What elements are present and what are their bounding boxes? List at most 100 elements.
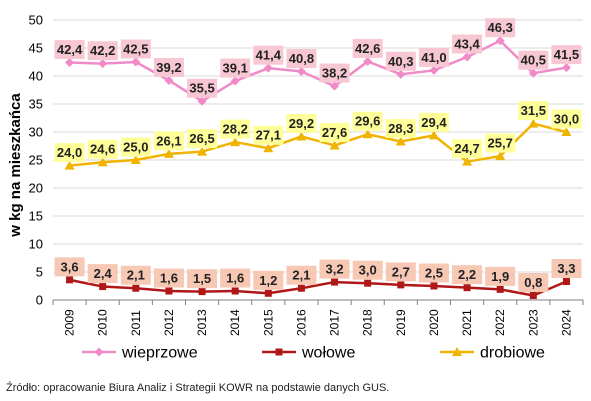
- data-point: [97, 157, 108, 167]
- data-label: 2,1: [292, 268, 310, 283]
- data-label: 3,6: [61, 259, 79, 274]
- data-point: [330, 81, 340, 91]
- axes: 0 5 10 15 20 25 30 35 40 45 50 2009 2010 2011 2012 2013…: [29, 13, 584, 336]
- y-tick-label: 10: [29, 237, 43, 252]
- data-label: 29,2: [289, 116, 314, 131]
- y-axis-title: w kg na mieszkańca: [7, 93, 24, 238]
- series-drobiowe: [64, 118, 572, 170]
- data-label: 35,5: [189, 81, 214, 96]
- data-label: 42,4: [57, 42, 83, 57]
- data-label-box: [418, 263, 449, 283]
- data-label-box: [452, 265, 483, 285]
- x-tick-label: 2020: [427, 309, 441, 336]
- data-label: 41,0: [421, 50, 446, 65]
- data-label: 1,6: [160, 271, 178, 286]
- y-tick-label: 25: [29, 153, 43, 168]
- x-tick-label: 2014: [228, 309, 242, 336]
- data-point: [395, 136, 406, 146]
- y-tick-label: 40: [29, 69, 43, 84]
- data-point: [396, 69, 406, 79]
- x-tick-label: 2018: [361, 309, 375, 336]
- data-label-box: [418, 47, 449, 67]
- y-tick-label: 35: [29, 97, 43, 112]
- y-tick-label: 0: [36, 293, 43, 308]
- legend-label: drobiowe: [480, 345, 545, 362]
- data-point: [397, 281, 405, 289]
- data-point: [198, 288, 206, 296]
- data-label: 29,6: [355, 114, 380, 129]
- data-label-box: [518, 50, 549, 70]
- data-label: 2,1: [127, 268, 145, 283]
- data-point: [296, 67, 306, 77]
- data-point: [263, 143, 274, 153]
- data-label-box: [120, 39, 151, 59]
- legend-item-drobiowe: drobiowe: [440, 345, 545, 362]
- data-label: 42,5: [123, 42, 148, 57]
- data-point: [264, 289, 272, 297]
- x-tick-label: 2010: [96, 309, 110, 336]
- data-point: [495, 151, 506, 161]
- x-tick-label: 2016: [294, 309, 308, 336]
- data-point: [231, 287, 239, 295]
- legend-item-wieprzowe: wieprzowe: [82, 345, 198, 362]
- data-point: [165, 287, 173, 295]
- series-line: [69, 278, 567, 297]
- y-tick-label: 15: [29, 209, 43, 224]
- data-label: 24,6: [90, 142, 115, 157]
- series-line: [69, 122, 567, 167]
- data-label: 24,7: [454, 141, 479, 156]
- x-tick-label: 2023: [526, 309, 540, 336]
- x-tick-label: 2017: [328, 309, 342, 336]
- data-label-box: [485, 133, 516, 153]
- data-label-box: [551, 259, 582, 279]
- data-label: 27,6: [322, 125, 347, 140]
- y-tick-label: 30: [29, 125, 43, 140]
- data-label-box: [485, 18, 516, 38]
- data-label: 2,7: [392, 264, 410, 279]
- data-label-box: [385, 51, 416, 71]
- data-label-box: [319, 122, 350, 142]
- data-point: [197, 146, 208, 156]
- data-point: [462, 156, 473, 166]
- data-label-box: [54, 257, 85, 277]
- data-label: 25,7: [488, 136, 513, 151]
- data-label-box: [153, 268, 184, 288]
- data-label: 46,3: [488, 20, 513, 35]
- data-label: 26,1: [156, 133, 181, 148]
- data-label-box: [220, 119, 251, 139]
- data-label-box: [385, 262, 416, 282]
- data-point: [329, 140, 340, 150]
- data-label: 29,4: [421, 115, 447, 130]
- data-label-box: [551, 109, 582, 129]
- data-label: 2,2: [458, 267, 476, 282]
- data-label-box: [518, 101, 549, 121]
- data-point: [363, 56, 373, 66]
- data-label: 41,5: [554, 47, 579, 62]
- data-label-box: [286, 49, 317, 69]
- data-label-box: [87, 139, 118, 159]
- data-point: [462, 52, 472, 62]
- series-wołowe: [66, 276, 570, 300]
- data-label-box: [187, 78, 218, 98]
- data-label-box: [485, 266, 516, 286]
- data-label-box: [253, 125, 284, 145]
- data-label: 30,0: [554, 112, 579, 127]
- data-label: 40,8: [289, 51, 314, 66]
- data-label: 3,0: [359, 263, 377, 278]
- data-point: [528, 68, 538, 78]
- data-label: 42,6: [355, 41, 380, 56]
- data-point: [99, 283, 107, 291]
- data-label-box: [452, 139, 483, 159]
- data-label-box: [286, 265, 317, 285]
- data-point: [562, 278, 570, 286]
- data-label: 42,2: [90, 43, 115, 58]
- data-label-box: [120, 265, 151, 285]
- data-label: 28,3: [388, 121, 413, 136]
- y-tick-label: 20: [29, 181, 43, 196]
- data-label-box: [120, 137, 151, 157]
- legend-marker: [452, 347, 462, 356]
- data-label: 28,2: [223, 122, 248, 137]
- data-label-box: [187, 269, 218, 289]
- data-label-box: [418, 112, 449, 132]
- data-point: [296, 131, 307, 141]
